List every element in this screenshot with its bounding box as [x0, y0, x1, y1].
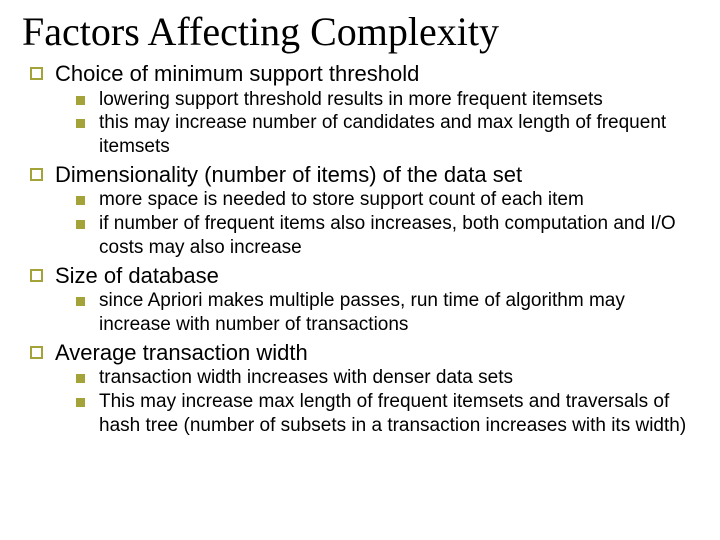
section-heading: Size of database [30, 262, 692, 290]
item-text: if number of frequent items also increas… [99, 212, 692, 260]
square-icon [76, 220, 85, 229]
square-icon [76, 374, 85, 383]
square-outline-icon [30, 67, 43, 80]
item-text: more space is needed to store support co… [99, 188, 692, 212]
list-item: since Apriori makes multiple passes, run… [76, 289, 692, 337]
list-item: transaction width increases with denser … [76, 366, 692, 390]
square-outline-icon [30, 346, 43, 359]
list-item: if number of frequent items also increas… [76, 212, 692, 260]
square-icon [76, 196, 85, 205]
list-item: lowering support threshold results in mo… [76, 88, 692, 112]
list-item: This may increase max length of frequent… [76, 390, 692, 438]
slide-title: Factors Affecting Complexity [22, 10, 692, 54]
section-heading: Dimensionality (number of items) of the … [30, 161, 692, 189]
square-icon [76, 119, 85, 128]
section-heading: Average transaction width [30, 339, 692, 367]
heading-text: Dimensionality (number of items) of the … [55, 161, 692, 189]
item-text: this may increase number of candidates a… [99, 111, 692, 159]
heading-text: Choice of minimum support threshold [55, 60, 692, 88]
list-item: more space is needed to store support co… [76, 188, 692, 212]
item-text: lowering support threshold results in mo… [99, 88, 692, 112]
item-text: transaction width increases with denser … [99, 366, 692, 390]
item-text: since Apriori makes multiple passes, run… [99, 289, 692, 337]
square-icon [76, 398, 85, 407]
square-icon [76, 297, 85, 306]
heading-text: Average transaction width [55, 339, 692, 367]
square-outline-icon [30, 269, 43, 282]
square-outline-icon [30, 168, 43, 181]
item-text: This may increase max length of frequent… [99, 390, 692, 438]
list-item: this may increase number of candidates a… [76, 111, 692, 159]
section-heading: Choice of minimum support threshold [30, 60, 692, 88]
square-icon [76, 96, 85, 105]
slide: Factors Affecting Complexity Choice of m… [0, 0, 720, 540]
heading-text: Size of database [55, 262, 692, 290]
